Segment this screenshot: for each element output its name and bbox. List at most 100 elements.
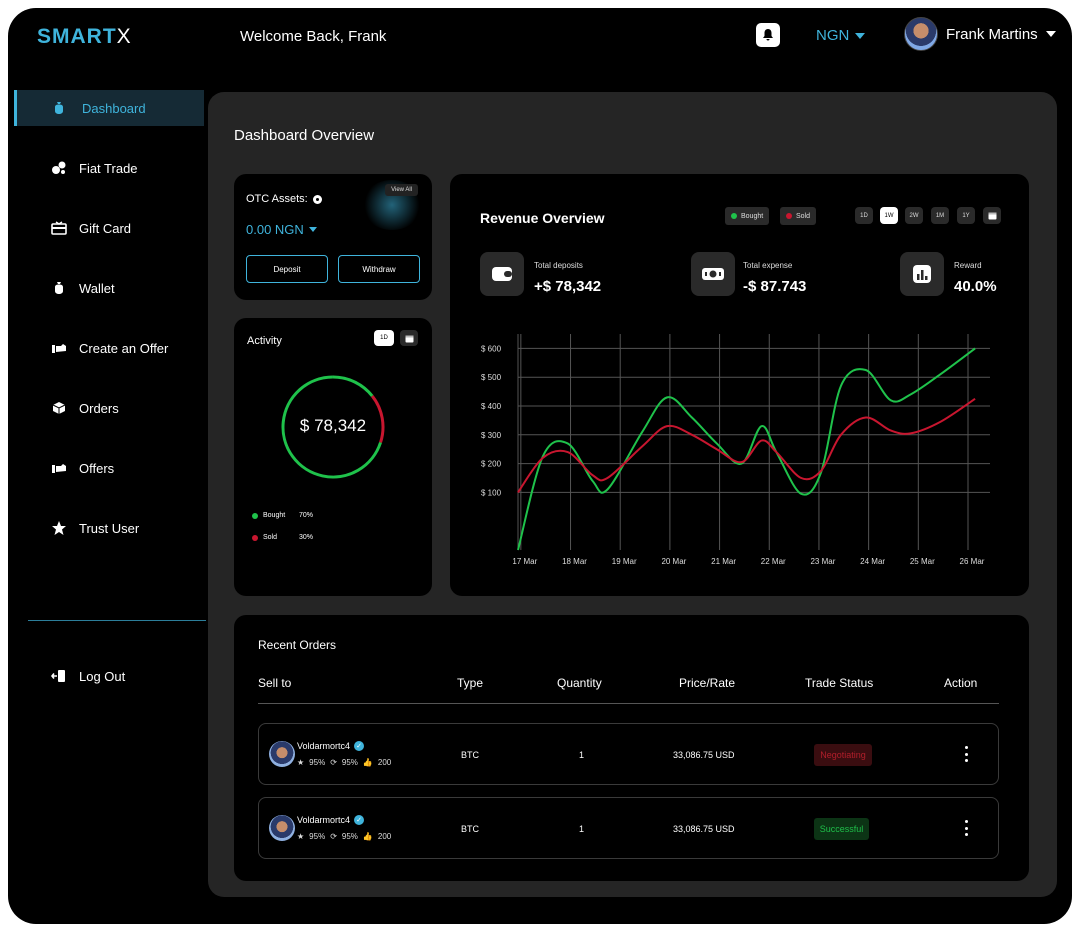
sidebar-item-gift-card[interactable]: Gift Card: [14, 210, 204, 246]
x-tick-label: 24 Mar: [860, 557, 885, 566]
sidebar-divider: [28, 620, 206, 621]
x-tick-label: 23 Mar: [810, 557, 835, 566]
money-bag-icon: [51, 100, 67, 116]
refresh-icon: ⟳: [330, 758, 337, 767]
revenue-title: Revenue Overview: [480, 210, 605, 226]
total-deposits-value: +$ 78,342: [534, 278, 602, 295]
cash-icon: [691, 252, 735, 296]
x-tick-label: 21 Mar: [711, 557, 736, 566]
legend-sold: Sold 30%: [252, 534, 313, 541]
period-1m-button[interactable]: 1M: [931, 207, 949, 224]
sidebar-item-create-offer[interactable]: Create an Offer: [14, 330, 204, 366]
offer-hand-icon: [51, 340, 67, 356]
eye-icon[interactable]: [312, 194, 322, 204]
reward-label: Reward: [954, 261, 982, 270]
chevron-down-icon: [308, 227, 317, 232]
order-type: BTC: [461, 750, 479, 760]
logout-icon: [51, 668, 67, 684]
sidebar-item-trust-user[interactable]: Trust User: [14, 510, 204, 546]
seller-name[interactable]: Voldarmortc4 ✓: [297, 741, 365, 751]
sidebar-logout-wrap: Log Out: [14, 658, 125, 718]
x-tick-label: 26 Mar: [960, 557, 985, 566]
coins-icon: [51, 160, 67, 176]
x-tick-label: 19 Mar: [612, 557, 637, 566]
calendar-icon[interactable]: [400, 330, 418, 346]
period-1d-button[interactable]: 1D: [374, 330, 394, 346]
x-tick-label: 20 Mar: [661, 557, 686, 566]
logo[interactable]: SMARTX: [37, 25, 132, 48]
seller-metrics: ★ 95% ⟳ 95% 👍 200: [297, 832, 392, 841]
donut-segment-bought: [332, 375, 374, 397]
activity-card: Activity 1D $ 78,342 Bought 70% Sold 30%: [234, 318, 432, 596]
more-options-icon[interactable]: [963, 746, 969, 762]
verified-badge-icon: ✓: [354, 741, 365, 751]
more-options-icon[interactable]: [963, 820, 969, 836]
status-badge: Successful: [814, 818, 869, 840]
legend-tag-bought[interactable]: Bought: [725, 207, 770, 225]
col-header-quantity: Quantity: [557, 676, 602, 690]
legend-dot-bought: [252, 512, 258, 519]
otc-amount-selector[interactable]: 0.00 NGN: [246, 222, 317, 237]
user-menu[interactable]: Frank Martins: [904, 17, 1056, 51]
series-line-bought: [517, 347, 976, 551]
logout-button[interactable]: Log Out: [14, 658, 125, 694]
y-tick-label: $ 100: [481, 488, 502, 497]
sidebar-item-fiat-trade[interactable]: Fiat Trade: [14, 150, 204, 186]
withdraw-button[interactable]: Withdraw: [338, 255, 420, 283]
col-header-type: Type: [457, 676, 484, 690]
star-icon: ★: [297, 832, 305, 841]
avatar: [904, 17, 938, 51]
sidebar-item-dashboard[interactable]: Dashboard: [14, 90, 204, 126]
bell-icon[interactable]: [756, 23, 780, 47]
activity-total: $ 78,342: [299, 416, 367, 435]
thumbs-up-icon: 👍: [362, 832, 373, 841]
verified-badge-icon: ✓: [354, 815, 365, 825]
orders-title: Recent Orders: [258, 638, 337, 652]
sidebar-nav: Dashboard Fiat Trade Gift Card Wallet Cr…: [14, 90, 204, 570]
activity-donut: [281, 375, 385, 479]
chevron-down-icon: [1045, 31, 1056, 37]
recent-orders-card: Recent Orders Sell to Type Quantity Pric…: [234, 615, 1029, 881]
calendar-icon[interactable]: [983, 207, 1001, 224]
page-title: Dashboard Overview: [234, 127, 375, 144]
y-tick-label: $ 600: [481, 344, 502, 353]
period-2w-button[interactable]: 2W: [905, 207, 923, 224]
col-header-sell-to: Sell to: [258, 676, 292, 690]
period-1y-button[interactable]: 1Y: [957, 207, 975, 224]
wallet-icon: [480, 252, 524, 296]
legend-tag-sold[interactable]: Sold: [780, 207, 817, 225]
sidebar-item-wallet[interactable]: Wallet: [14, 270, 204, 306]
refresh-icon: ⟳: [330, 832, 337, 841]
otc-assets-card: OTC Assets: View All 0.00 NGN Deposit Wi…: [234, 174, 432, 300]
header-divider: [258, 703, 999, 704]
sidebar-item-offers[interactable]: Offers: [14, 450, 204, 486]
col-header-trade-status: Trade Status: [805, 676, 874, 690]
y-tick-label: $ 400: [481, 402, 502, 411]
legend-dot-sold: [786, 213, 792, 219]
order-price: 33,086.75 USD: [673, 824, 735, 834]
series-line-sold: [517, 397, 976, 493]
deposit-button[interactable]: Deposit: [246, 255, 328, 283]
gift-card-icon: [51, 220, 67, 236]
currency-selector[interactable]: NGN: [816, 27, 866, 44]
order-quantity: 1: [579, 824, 585, 834]
table-row[interactable]: Voldarmortc4 ✓ ★ 95% ⟳ 95% 👍 200 BTC 1 33,0…: [258, 723, 999, 785]
currency-label: NGN: [816, 27, 850, 44]
activity-title: Activity: [247, 335, 282, 347]
y-tick-label: $ 300: [481, 431, 502, 440]
status-badge: Negotiating: [814, 744, 872, 766]
revenue-line-chart: $ 100 $ 200 $ 300 $ 400 $ 500 $ 600 17 Mar 18 M…: [481, 334, 990, 566]
main-panel: Dashboard Overview OTC Assets: View All …: [208, 92, 1057, 897]
period-1d-button[interactable]: 1D: [855, 207, 873, 224]
avatar: [269, 741, 295, 767]
app-window: SMARTX Welcome Back, Frank NGN Frank Mar…: [8, 8, 1072, 924]
total-expense-value: -$ 87.743: [743, 278, 807, 295]
x-tick-label: 17 Mar: [512, 557, 537, 566]
donut-segment-sold: [370, 394, 385, 443]
sidebar-item-orders[interactable]: Orders: [14, 390, 204, 426]
view-all-button[interactable]: View All: [385, 184, 418, 196]
total-expense-label: Total expense: [743, 261, 793, 270]
table-row[interactable]: Voldarmortc4 ✓ ★ 95% ⟳ 95% 👍 200 BTC 1 33,0…: [258, 797, 999, 859]
seller-name[interactable]: Voldarmortc4 ✓: [297, 815, 365, 825]
period-1w-button[interactable]: 1W: [880, 207, 898, 224]
